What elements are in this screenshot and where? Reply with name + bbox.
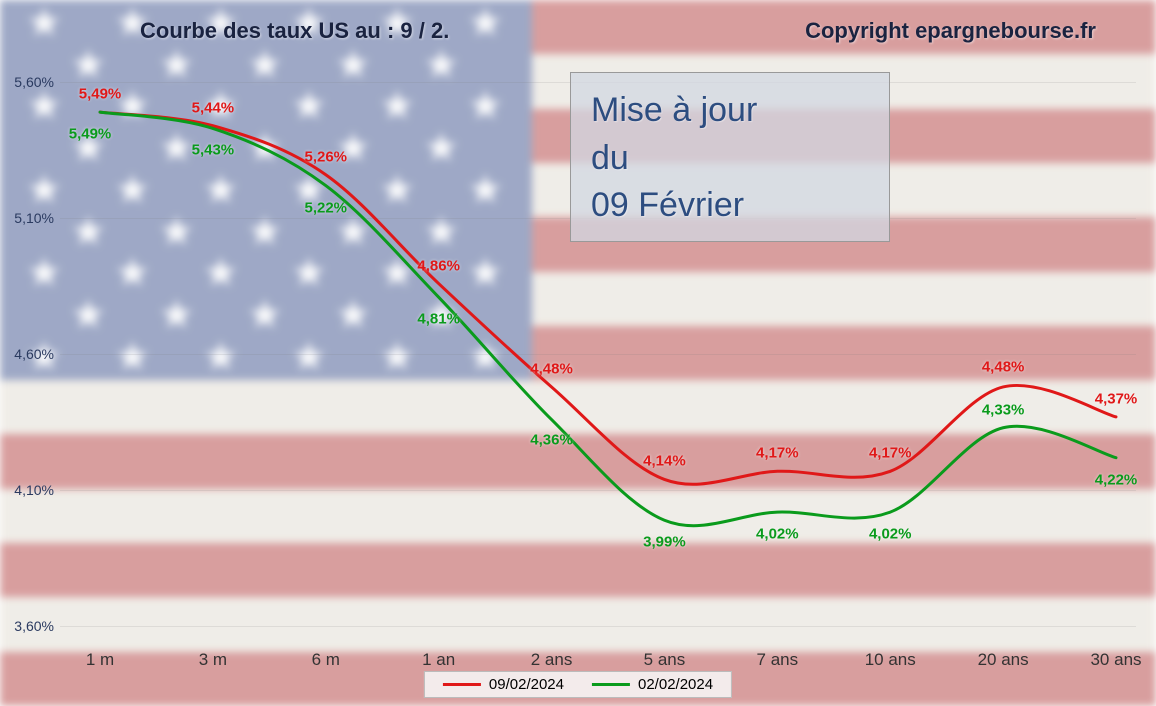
data-label: 4,48% [530, 360, 573, 377]
legend: 09/02/2024 02/02/2024 [424, 671, 732, 698]
data-label: 4,81% [417, 311, 460, 328]
update-line3: 09 Février [591, 182, 869, 230]
data-label: 4,22% [1095, 471, 1138, 488]
data-label: 4,33% [982, 401, 1025, 418]
data-label: 4,86% [417, 257, 460, 274]
data-label: 5,49% [79, 86, 122, 103]
data-label: 4,17% [869, 445, 912, 462]
y-axis-label: 5,60% [4, 74, 54, 90]
x-axis-label: 30 ans [1090, 650, 1141, 670]
legend-item: 02/02/2024 [592, 676, 713, 693]
legend-swatch [592, 683, 630, 686]
x-axis-label: 20 ans [978, 650, 1029, 670]
x-axis-label: 2 ans [531, 650, 573, 670]
chart-title: Courbe des taux US au : 9 / 2. [140, 18, 449, 44]
y-axis-label: 4,10% [4, 482, 54, 498]
x-axis-label: 3 m [199, 650, 227, 670]
data-label: 5,44% [192, 99, 235, 116]
y-axis-label: 5,10% [4, 210, 54, 226]
legend-label: 02/02/2024 [638, 676, 713, 693]
update-box: Mise à jour du 09 Février [570, 72, 890, 242]
data-label: 4,02% [869, 526, 912, 543]
legend-swatch [443, 683, 481, 686]
data-label: 4,14% [643, 453, 686, 470]
update-line2: du [591, 135, 869, 183]
data-label: 5,22% [304, 199, 347, 216]
x-axis-label: 10 ans [865, 650, 916, 670]
x-axis-label: 1 an [422, 650, 455, 670]
data-label: 4,02% [756, 526, 799, 543]
update-line1: Mise à jour [591, 87, 869, 135]
x-axis-label: 6 m [312, 650, 340, 670]
copyright-text: Copyright epargnebourse.fr [805, 18, 1096, 44]
gridline [60, 626, 1136, 627]
y-axis-label: 4,60% [4, 346, 54, 362]
gridline [60, 354, 1136, 355]
data-label: 4,17% [756, 445, 799, 462]
data-label: 3,99% [643, 534, 686, 551]
data-label: 4,37% [1095, 390, 1138, 407]
x-axis-label: 5 ans [644, 650, 686, 670]
y-axis-label: 3,60% [4, 618, 54, 634]
data-label: 4,36% [530, 431, 573, 448]
x-axis-label: 7 ans [757, 650, 799, 670]
chart-container: ★★★★★★★★★★★★★★★★★★★★★★★★★★★★★★★★★★★★★★★★… [0, 0, 1156, 706]
gridline [60, 490, 1136, 491]
legend-item: 09/02/2024 [443, 676, 564, 693]
data-label: 5,26% [304, 148, 347, 165]
x-axis-label: 1 m [86, 650, 114, 670]
data-label: 5,49% [69, 126, 112, 143]
plot-area: 3,60% 4,10% 4,60% 5,10% 5,60% 1 m 3 m 6 m 1 an 2… [0, 0, 1156, 706]
data-label: 4,48% [982, 358, 1025, 375]
legend-label: 09/02/2024 [489, 676, 564, 693]
data-label: 5,43% [192, 142, 235, 159]
